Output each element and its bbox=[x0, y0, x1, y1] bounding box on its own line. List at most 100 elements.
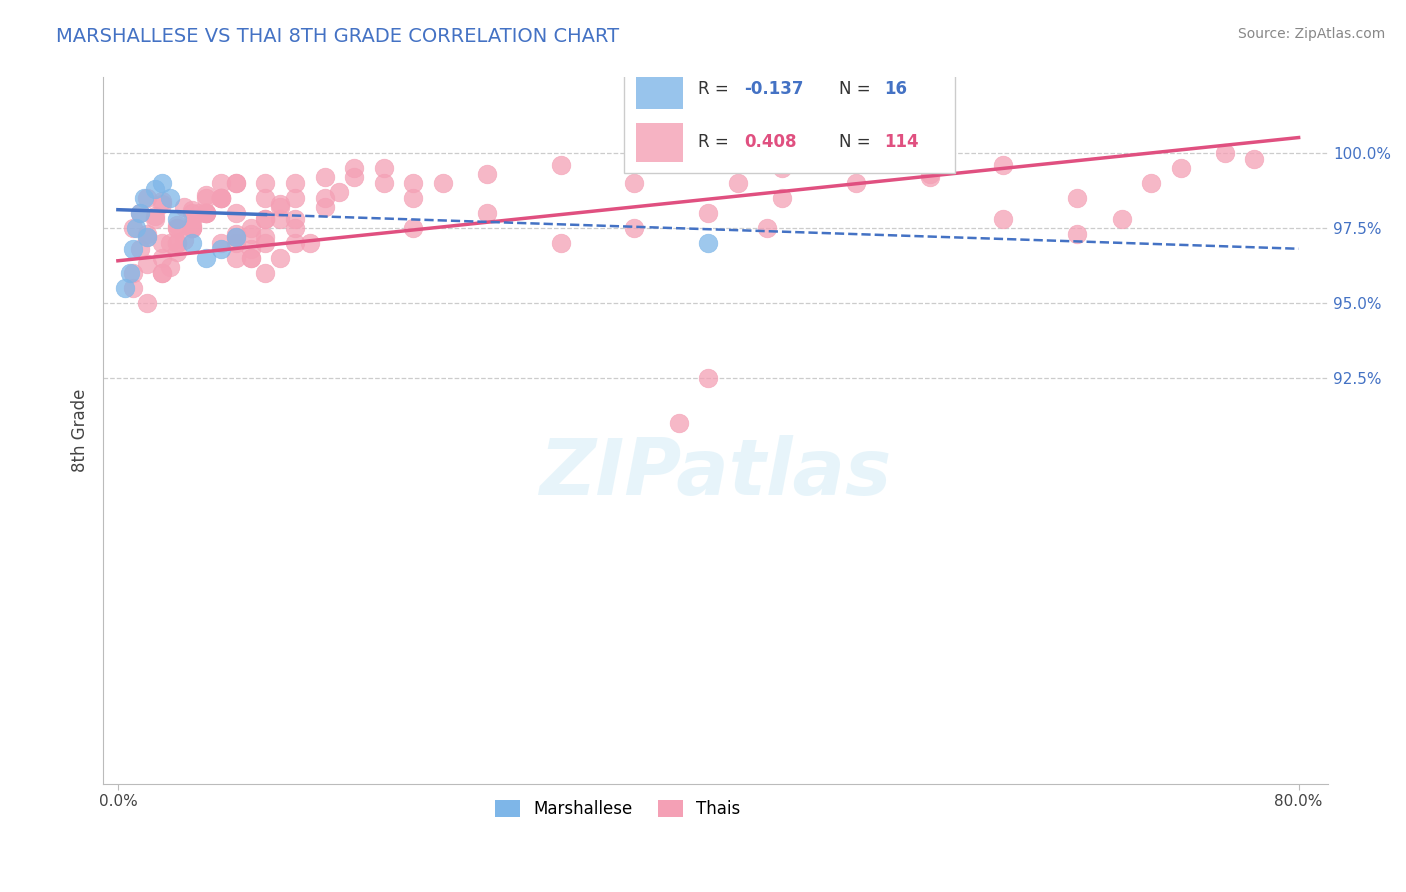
Point bbox=[918, 167, 941, 181]
Point bbox=[143, 209, 166, 223]
Point bbox=[1213, 145, 1236, 160]
Point bbox=[159, 260, 181, 274]
Point bbox=[1111, 211, 1133, 226]
Point bbox=[209, 191, 232, 205]
Point bbox=[180, 220, 202, 235]
Point bbox=[269, 200, 291, 214]
Point bbox=[150, 194, 173, 208]
Point bbox=[254, 211, 277, 226]
Point bbox=[166, 218, 188, 232]
Point bbox=[993, 158, 1015, 172]
Point bbox=[475, 167, 498, 181]
Point bbox=[697, 235, 720, 250]
Point bbox=[284, 211, 307, 226]
Point bbox=[209, 191, 232, 205]
FancyBboxPatch shape bbox=[624, 49, 955, 173]
Point bbox=[188, 205, 211, 219]
Point bbox=[136, 227, 159, 241]
Point bbox=[166, 220, 188, 235]
Point bbox=[668, 416, 690, 430]
Legend: Marshallese, Thais: Marshallese, Thais bbox=[488, 793, 747, 825]
Point bbox=[118, 266, 141, 280]
Point bbox=[136, 257, 159, 271]
Point bbox=[121, 220, 143, 235]
Text: ZIPatlas: ZIPatlas bbox=[540, 435, 891, 511]
Point bbox=[269, 211, 291, 226]
Point bbox=[284, 191, 307, 205]
Point bbox=[269, 196, 291, 211]
Point bbox=[166, 220, 188, 235]
Point bbox=[225, 251, 247, 265]
Point bbox=[166, 244, 188, 259]
Point bbox=[1140, 176, 1163, 190]
Point bbox=[284, 220, 307, 235]
Text: R =: R = bbox=[699, 134, 734, 152]
Point bbox=[845, 152, 868, 166]
Point bbox=[129, 242, 152, 256]
Point bbox=[727, 176, 749, 190]
Point bbox=[402, 220, 425, 235]
Point bbox=[239, 242, 262, 256]
Point bbox=[770, 161, 793, 175]
Point bbox=[918, 169, 941, 184]
Point bbox=[143, 211, 166, 226]
Point bbox=[284, 235, 307, 250]
Point bbox=[269, 251, 291, 265]
Point bbox=[121, 242, 143, 256]
Point bbox=[254, 191, 277, 205]
Point bbox=[209, 242, 232, 256]
Point bbox=[225, 205, 247, 219]
Point bbox=[298, 235, 321, 250]
Point bbox=[550, 235, 572, 250]
Point bbox=[150, 235, 173, 250]
Point bbox=[121, 266, 143, 280]
Point bbox=[166, 235, 188, 250]
Point bbox=[136, 229, 159, 244]
Point bbox=[225, 176, 247, 190]
Point bbox=[1066, 227, 1088, 241]
FancyBboxPatch shape bbox=[636, 70, 682, 109]
Point bbox=[143, 181, 166, 195]
FancyBboxPatch shape bbox=[636, 123, 682, 162]
Point bbox=[136, 296, 159, 310]
Point bbox=[432, 176, 454, 190]
Point bbox=[209, 235, 232, 250]
Point bbox=[114, 281, 136, 295]
Point bbox=[150, 251, 173, 265]
Point bbox=[195, 187, 218, 202]
Point bbox=[180, 220, 202, 235]
Text: 16: 16 bbox=[884, 80, 908, 98]
Point bbox=[173, 200, 195, 214]
Point bbox=[1066, 191, 1088, 205]
Point bbox=[209, 191, 232, 205]
Point bbox=[314, 200, 336, 214]
Point bbox=[166, 211, 188, 226]
Point bbox=[314, 191, 336, 205]
Point bbox=[129, 205, 152, 219]
Point bbox=[1243, 152, 1265, 166]
Point bbox=[195, 251, 218, 265]
Point bbox=[225, 229, 247, 244]
Point bbox=[284, 176, 307, 190]
Point bbox=[129, 205, 152, 219]
Point bbox=[136, 229, 159, 244]
Point bbox=[623, 176, 645, 190]
Point bbox=[697, 205, 720, 219]
Point bbox=[134, 191, 156, 205]
Point bbox=[195, 205, 218, 219]
Point bbox=[180, 205, 202, 219]
Point bbox=[239, 251, 262, 265]
Point bbox=[166, 235, 188, 250]
Point bbox=[343, 169, 366, 184]
Point bbox=[314, 169, 336, 184]
Point bbox=[195, 205, 218, 219]
Point bbox=[136, 191, 159, 205]
Point bbox=[254, 176, 277, 190]
Point bbox=[328, 185, 350, 199]
Text: -0.137: -0.137 bbox=[744, 80, 803, 98]
Point bbox=[254, 229, 277, 244]
Point bbox=[993, 211, 1015, 226]
Point bbox=[195, 191, 218, 205]
Text: R =: R = bbox=[699, 80, 734, 98]
Point bbox=[225, 176, 247, 190]
